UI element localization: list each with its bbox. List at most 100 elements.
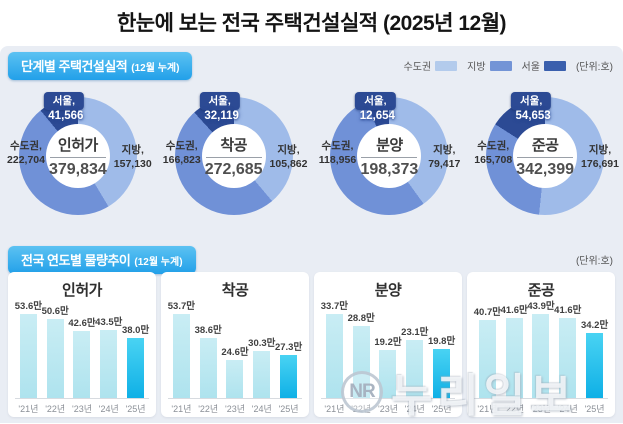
local-value: 176,691 [581,157,619,170]
seoul-value: 32,119 [204,110,239,122]
bar [253,351,271,398]
bar-chart-row: 인허가 53.6만 50.6만 42.6만 43.5만 38.0만 '21년 '22년 '2… [8,272,615,417]
bar [19,314,37,398]
x-axis-tick-label: '22년 [45,404,66,414]
bar-column: 41.6만 [554,305,581,398]
donut-legend: 수도권 지방 서울 (단위:호) [404,58,613,73]
metro-name: 수도권, [321,140,354,152]
bar-column: 19.8만 [428,336,455,398]
metro-label: 수도권, 166,823 [153,140,211,167]
bar [478,320,496,398]
seoul-tag: 서울, [355,92,396,110]
bar-column: 43.5만 [95,317,122,398]
section2-title: 전국 연도별 물량추이 [21,253,131,268]
x-axis-tick-label: '24년 [251,404,272,414]
donut-ring-sales: 분양 198,373 [330,97,449,215]
local-value: 79,417 [428,157,461,170]
legend-label-metro: 수도권 [403,62,432,73]
bar-value-label: 43.9만 [527,301,555,312]
legend-swatch-local [489,60,512,71]
x-axis-labels: '21년 '22년 '23년 '24년 '25년 [474,402,608,415]
bar-value-label: 19.2만 [374,337,402,348]
seoul-tag: 서울, [43,92,84,110]
x-axis-tick-label: '24년 [557,404,578,414]
bar-column: 53.6만 [15,301,42,398]
donut-divider [361,156,418,158]
legend-label-seoul: 서울 [521,62,540,73]
bar-value-label: 24.6만 [221,347,249,358]
bar-plot-permits: 53.6만 50.6만 42.6만 43.5만 38.0만 [15,301,149,399]
legend-item-metro: 수도권 [404,58,458,73]
bar [379,350,397,398]
x-axis-tick-label: '25년 [431,404,452,414]
legend-swatch-metro [435,60,458,71]
seoul-value: 54,653 [515,110,551,122]
x-axis-tick-label: '21년 [18,404,39,414]
bar-value-label: 38.6만 [194,325,222,336]
bar [46,319,64,398]
bar-plot-starts: 53.7만 38.6만 24.6만 30.3만 27.3만 [168,301,303,399]
donut-center-completions: 준공 342,399 [513,124,578,188]
bar [172,314,190,398]
metro-name: 수도권, [10,140,42,152]
local-name: 지방, [588,144,612,156]
bar-value-label: 27.3만 [274,342,303,353]
bar-column: 38.0만 [122,325,149,398]
bar-chart-completions: 준공 40.7만 41.6만 43.9만 41.6만 34.2만 '21년 '22년 '23… [467,272,615,417]
local-label: 지방, 176,691 [572,144,623,171]
metro-value: 118,956 [318,153,357,166]
x-axis-labels: '21년 '22년 '23년 '24년 '25년 [321,402,455,415]
seoul-tag: 서울, [511,92,552,110]
seoul-tag: 서울, [199,92,240,110]
bar-value-label: 38.0만 [121,325,150,336]
section1-header: 단계별 주택건설실적 (12월 누계) [8,52,193,80]
unit-note-section1: (단위:호) [575,62,613,73]
bar-column: 28.8만 [348,313,375,398]
donut-center-permits: 인허가 379,834 [45,124,110,188]
bar-value-label: 41.6만 [500,305,528,316]
bar-column: 30.3만 [248,338,275,398]
metro-label: 수도권, 118,956 [309,140,367,167]
donut-title: 착공 [220,136,247,154]
donut-title: 준공 [531,136,559,154]
bar-column: 24.6만 [221,347,249,398]
page-title: 한눈에 보는 전국 주택건설실적 (2025년 12월) [116,12,507,35]
bar-highlighted [127,338,145,398]
x-axis-tick-label: '21년 [171,404,192,414]
metro-label: 수도권, 165,708 [464,140,522,167]
donut-ring-completions: 준공 342,399 [486,97,605,215]
bar-value-label: 41.6만 [554,305,582,316]
x-axis-tick-label: '23년 [71,404,92,414]
x-axis-tick-label: '23년 [377,404,398,414]
bar [505,318,523,398]
bar-value-label: 30.3만 [248,338,276,349]
donut-divider [205,156,262,158]
metro-label: 수도권, 222,704 [0,140,55,167]
donut-permits: 인허가 379,834 서울, 41,566 수도권, 222,704 지방, … [0,84,156,242]
bar-chart-title: 준공 [527,282,555,299]
bar [352,326,370,398]
bar-value-label: 19.8만 [427,336,456,347]
bar-chart-title: 분양 [374,282,402,299]
bar-value-label: 28.8만 [347,313,375,324]
x-axis-tick-label: '21년 [477,404,498,414]
section2-subtitle: (12월 누계) [134,257,183,268]
bar-highlighted [280,355,298,398]
donut-center-sales: 분양 198,373 [357,124,422,188]
bar [559,318,577,398]
bar-plot-sales: 33.7만 28.8만 19.2만 23.1만 19.8만 [321,301,455,399]
bar-column: 33.7만 [321,301,348,398]
bar [406,340,424,398]
x-axis-labels: '21년 '22년 '23년 '24년 '25년 [15,402,149,415]
x-axis-tick-label: '25년 [278,404,299,414]
bar-chart-sales: 분양 33.7만 28.8만 19.2만 23.1만 19.8만 '21년 '22년 '23… [314,272,462,417]
donut-divider [517,156,574,158]
donut-total: 272,685 [204,160,263,178]
bar-chart-starts: 착공 53.7만 38.6만 24.6만 30.3만 27.3만 '21년 '22년 '23… [161,272,309,417]
bar [199,338,217,398]
bar-column: 41.6만 [501,305,528,398]
seoul-value: 12,654 [359,110,395,122]
bar [325,314,343,398]
bar-value-label: 23.1만 [401,327,429,338]
legend-swatch-seoul [543,60,566,71]
